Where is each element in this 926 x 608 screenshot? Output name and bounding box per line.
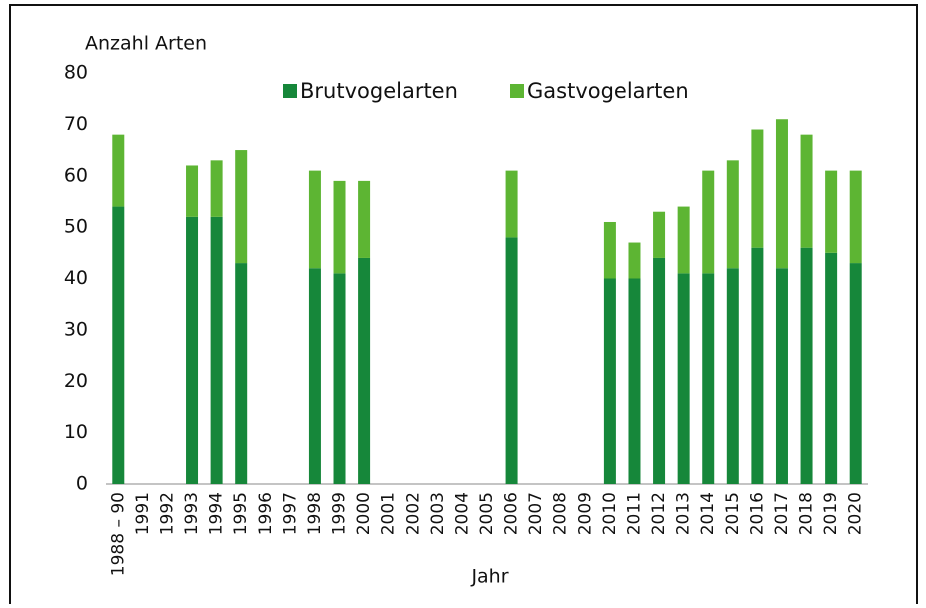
x-tick-label: 2002 [403, 492, 423, 535]
y-tick-label: 80 [64, 62, 88, 84]
bar [800, 134, 813, 248]
legend-swatch [283, 84, 297, 98]
bar [603, 278, 616, 484]
x-tick-label: 2014 [698, 492, 718, 535]
x-tick-label: 2010 [600, 492, 620, 535]
bar [677, 273, 690, 484]
y-tick-label: 40 [64, 267, 88, 289]
y-tick-label: 50 [64, 216, 88, 238]
bar [653, 257, 666, 484]
x-tick-label: 2016 [747, 492, 767, 535]
x-tick-label: 2001 [379, 492, 399, 535]
bar [210, 160, 223, 217]
bar [333, 180, 346, 274]
bar [628, 242, 641, 279]
bar [849, 170, 862, 264]
bar [751, 129, 764, 248]
bar [358, 180, 371, 258]
x-tick-label: 2017 [772, 492, 792, 535]
x-tick-label: 2013 [674, 492, 694, 535]
bar [235, 150, 248, 264]
x-tick-label: 2019 [821, 492, 841, 535]
bar [235, 263, 248, 484]
x-tick-label: 2003 [428, 492, 448, 535]
x-tick-label: 2006 [502, 492, 522, 535]
x-tick-label: 2011 [624, 492, 644, 535]
bar [726, 268, 739, 484]
bar [751, 247, 764, 484]
x-tick-label: 1994 [207, 492, 227, 535]
bar [505, 237, 518, 484]
bar [210, 216, 223, 484]
y-axis-title: Anzahl Arten [85, 33, 207, 55]
bar [186, 165, 199, 217]
x-tick-label: 2007 [526, 492, 546, 535]
bar [358, 257, 371, 484]
bar [308, 268, 321, 484]
legend-label: Brutvogelarten [300, 79, 458, 103]
bar [825, 170, 838, 253]
bar [112, 206, 125, 484]
y-tick-label: 20 [64, 370, 88, 392]
y-tick-label: 30 [64, 318, 88, 340]
x-tick-label: 1988 – 90 [108, 492, 128, 576]
bar [702, 170, 715, 274]
x-axis-title: Jahr [470, 566, 508, 588]
x-tick-label: 1992 [157, 492, 177, 535]
bar [775, 119, 788, 269]
bar [628, 278, 641, 484]
x-tick-label: 2018 [797, 492, 817, 535]
x-tick-label: 1993 [182, 492, 202, 535]
x-tick-label: 2020 [846, 492, 866, 535]
bar [653, 211, 666, 258]
x-tick-label: 2015 [723, 492, 743, 535]
bar [112, 134, 125, 207]
x-tick-label: 2000 [354, 492, 374, 535]
x-tick-label: 2005 [477, 492, 497, 535]
bar [603, 221, 616, 279]
bar [505, 170, 518, 238]
x-tick-label: 2012 [649, 492, 669, 535]
bar [800, 247, 813, 484]
bar [775, 268, 788, 484]
x-tick-label: 1995 [231, 492, 251, 535]
x-tick-label: 2004 [452, 492, 472, 535]
x-tick-label: 1998 [305, 492, 325, 535]
x-tick-label: 1991 [133, 492, 153, 535]
frame [9, 4, 918, 608]
y-tick-label: 70 [64, 113, 88, 135]
bar [702, 273, 715, 484]
y-tick-label: 0 [76, 473, 88, 495]
bar [186, 216, 199, 484]
x-tick-label: 1997 [280, 492, 300, 535]
x-tick-label: 1999 [330, 492, 350, 535]
bar [726, 160, 739, 269]
bar [677, 206, 690, 274]
x-tick-label: 1996 [256, 492, 276, 535]
legend-swatch [510, 84, 524, 98]
x-tick-label: 2009 [575, 492, 595, 535]
bar [825, 252, 838, 484]
bar [333, 273, 346, 484]
y-tick-label: 10 [64, 421, 88, 443]
bar [849, 263, 862, 484]
legend-label: Gastvogelarten [527, 79, 689, 103]
y-tick-label: 60 [64, 164, 88, 186]
bar [308, 170, 321, 269]
x-tick-label: 2008 [551, 492, 571, 535]
